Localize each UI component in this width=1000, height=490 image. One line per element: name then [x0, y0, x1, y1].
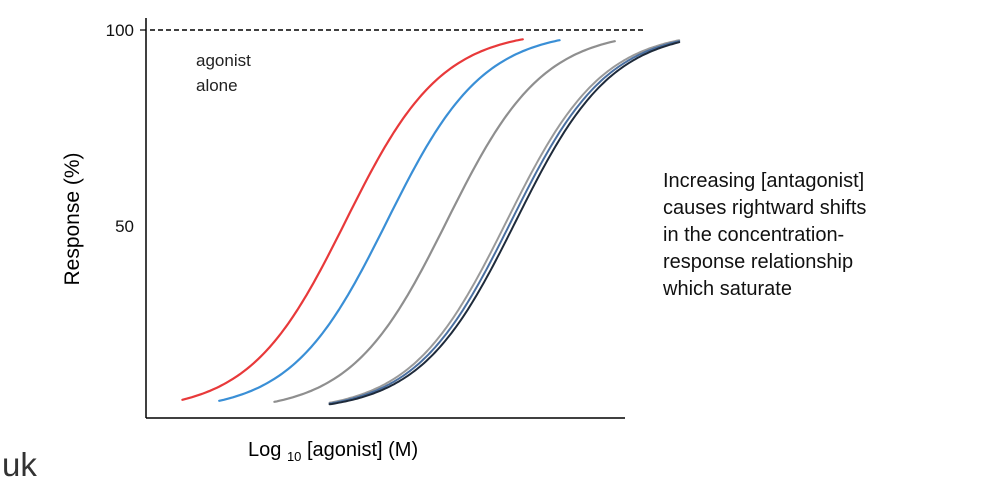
side-note-line-4: response relationship	[663, 251, 854, 273]
axes	[140, 18, 625, 419]
x-axis-label-subscript: 10	[287, 449, 301, 464]
curve-antagonist-3	[328, 39, 681, 404]
y-axis-label: Response (%)	[61, 152, 84, 285]
y-tick-label-100: 100	[106, 21, 134, 40]
annotation-alone: alone	[196, 76, 238, 95]
side-note: Increasing [antagonist] causes rightward…	[663, 168, 983, 303]
side-note-line-2: causes rightward shifts	[663, 197, 867, 219]
x-axis-label-rest: [agonist] (M)	[307, 439, 418, 461]
curve-antagonist-4	[328, 40, 681, 405]
x-axis-label: Log 10 [agonist] (M)	[248, 439, 418, 466]
curve-antagonist-5	[328, 41, 681, 406]
curve-antagonist-2	[273, 40, 616, 403]
curve-agonist-alone	[181, 38, 524, 401]
side-note-line-3: in the concentration-	[663, 224, 845, 246]
annotation-agonist: agonist	[196, 51, 251, 70]
y-tick-label-50: 50	[115, 217, 134, 236]
corner-text: uk	[2, 446, 37, 483]
y-tick-labels: 100 50	[106, 21, 134, 236]
x-axis-label-main: Log	[248, 439, 281, 461]
curves	[181, 38, 681, 406]
curve-antagonist-1	[218, 39, 561, 402]
side-note-line-1: Increasing [antagonist]	[663, 170, 865, 192]
side-note-line-5: which saturate	[663, 278, 792, 300]
